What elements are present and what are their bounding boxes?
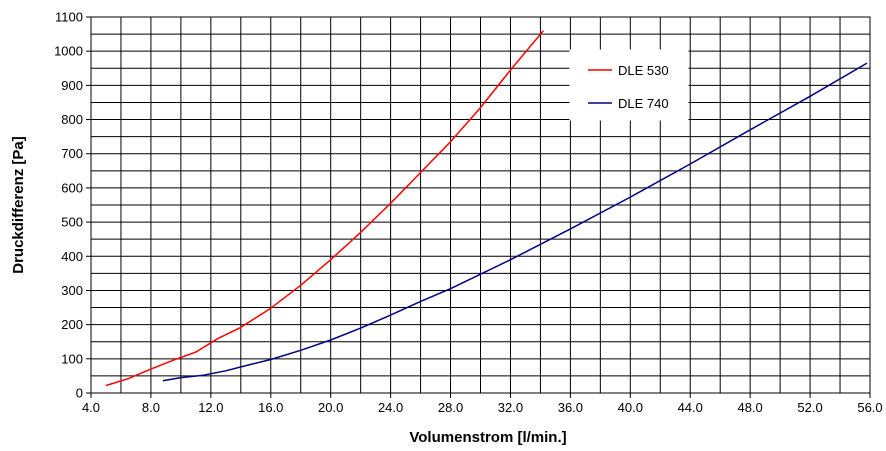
x-tick-label: 16.0 — [258, 400, 283, 415]
x-tick-label: 20.0 — [318, 400, 343, 415]
y-tick-label: 200 — [61, 317, 83, 332]
x-tick-label: 32.0 — [498, 400, 523, 415]
y-tick-label: 900 — [61, 78, 83, 93]
x-tick-label: 12.0 — [198, 400, 223, 415]
y-tick-label: 600 — [61, 180, 83, 195]
legend-label-dle-530: DLE 530 — [618, 63, 669, 78]
y-tick-label: 800 — [61, 112, 83, 127]
y-axis-title: Druckdifferenz [Pa] — [10, 136, 27, 274]
grid — [90, 16, 871, 394]
legend: DLE 530 DLE 740 — [569, 49, 689, 121]
y-tick-label: 500 — [61, 215, 83, 230]
x-tick-label: 28.0 — [438, 400, 463, 415]
legend-label-dle-740: DLE 740 — [618, 96, 669, 111]
y-tick-label: 1100 — [55, 10, 83, 25]
y-tick-label: 400 — [61, 249, 83, 264]
y-tick-label: 700 — [61, 146, 83, 161]
series-line-dle-530 — [105, 30, 544, 387]
y-tick-label: 1000 — [54, 44, 83, 59]
x-tick-label: 48.0 — [737, 400, 762, 415]
series-line-dle-740 — [162, 62, 868, 382]
y-tick-label: 0 — [76, 386, 83, 401]
legend-box — [569, 49, 689, 121]
x-axis-title: Volumenstrom [l/min.] — [409, 429, 566, 446]
x-tick-label: 40.0 — [618, 400, 643, 415]
y-tick-label: 300 — [61, 283, 83, 298]
x-tick-label: 24.0 — [378, 400, 403, 415]
x-tick-label: 8.0 — [142, 400, 160, 415]
x-tick-label: 36.0 — [558, 400, 583, 415]
x-tick-labels: 4.0 8.0 12.0 16.0 20.0 24.0 28.0 32.0 36.0 40.0 44… — [82, 393, 883, 415]
y-tick-label: 100 — [61, 351, 83, 366]
x-tick-label: 52.0 — [797, 400, 822, 415]
series-lines — [105, 30, 868, 387]
plot-area-frame — [90, 16, 871, 394]
y-tick-labels: 0 100 200 300 400 500 600 700 800 900 1000 1100 — [54, 10, 91, 401]
x-tick-label: 56.0 — [857, 400, 882, 415]
x-tick-label: 4.0 — [82, 400, 100, 415]
x-tick-label: 44.0 — [678, 400, 703, 415]
